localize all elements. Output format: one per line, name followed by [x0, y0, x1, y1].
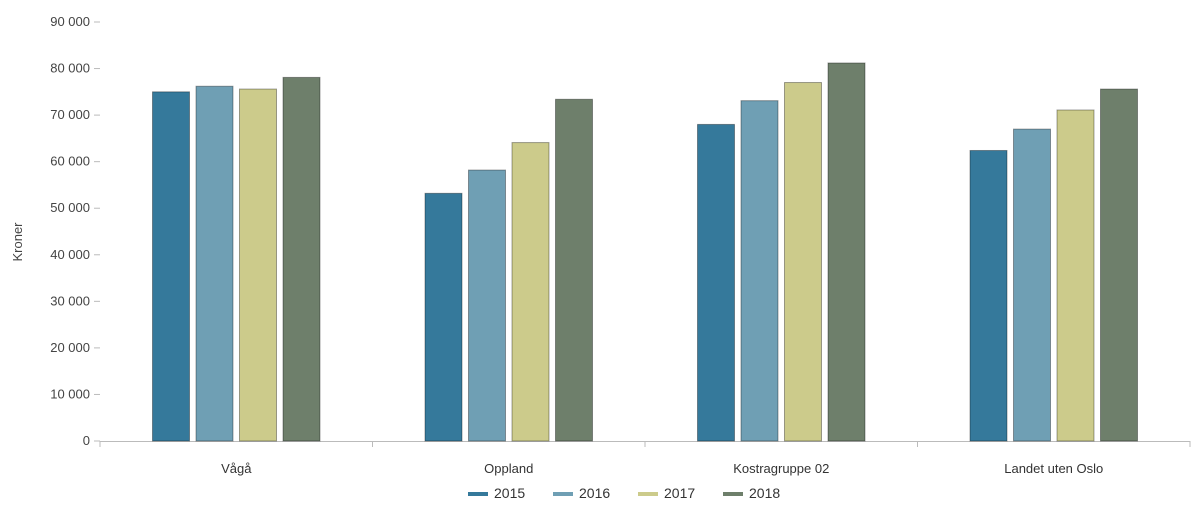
- x-category-label: Kostragruppe 02: [733, 461, 829, 476]
- bar-2015-3: [969, 149, 1008, 442]
- bar-2018-2: [827, 62, 866, 442]
- bar-2017-0: [239, 88, 277, 442]
- x-category-label: Oppland: [484, 461, 533, 476]
- legend-label: 2015: [494, 485, 525, 501]
- bar-2016-0: [195, 85, 234, 442]
- bar-2015-2: [697, 123, 735, 442]
- bar-2016-2: [740, 100, 779, 442]
- legend-label: 2017: [664, 485, 695, 501]
- legend: 2015 2016 2017 2018: [468, 485, 780, 501]
- y-tick-label: 40 000: [50, 247, 90, 262]
- legend-swatch: [468, 492, 488, 496]
- y-axis-title: Kroner: [10, 222, 25, 262]
- y-tick-label: 30 000: [50, 293, 90, 308]
- bar-2015-0: [152, 91, 190, 442]
- legend-label: 2018: [749, 485, 780, 501]
- y-tick-label: 70 000: [50, 107, 90, 122]
- bar-2017-1: [511, 142, 550, 442]
- category-labels: Vågå Oppland Kostragruppe 02 Landet uten Os…: [221, 461, 1103, 476]
- bar-2018-3: [1100, 88, 1138, 442]
- x-axis: [99, 441, 1191, 447]
- y-tick-label: 80 000: [50, 61, 90, 76]
- legend-swatch: [638, 492, 658, 496]
- y-tick-label: 60 000: [50, 154, 90, 169]
- y-tick-label: 90 000: [50, 14, 90, 29]
- legend-swatch: [553, 492, 573, 496]
- x-category-label: Landet uten Oslo: [1004, 461, 1103, 476]
- y-tick-label: 10 000: [50, 386, 90, 401]
- y-tick-label: 0: [83, 433, 90, 448]
- y-axis-ticks: 0 10 000 20 000 30 000 40 000 50 000 60 000 70 …: [50, 14, 100, 448]
- bar-2016-3: [1013, 128, 1051, 442]
- bar-2015-1: [424, 192, 463, 442]
- legend-swatch: [723, 492, 743, 496]
- y-tick-label: 50 000: [50, 200, 90, 215]
- x-category-label: Vågå: [221, 461, 252, 476]
- bar-2016-1: [468, 169, 506, 442]
- bar-2018-1: [555, 98, 593, 442]
- bar-2017-3: [1056, 109, 1095, 442]
- legend-label: 2016: [579, 485, 610, 501]
- bar-2017-2: [784, 82, 822, 442]
- bars: [152, 62, 1138, 442]
- bar-2018-0: [282, 76, 321, 442]
- y-tick-label: 20 000: [50, 340, 90, 355]
